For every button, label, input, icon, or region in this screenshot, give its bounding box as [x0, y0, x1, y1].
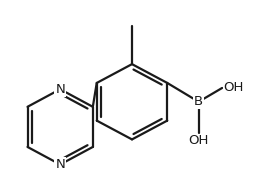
- Text: N: N: [55, 83, 65, 96]
- Text: B: B: [194, 95, 203, 108]
- Text: OH: OH: [188, 134, 209, 147]
- Text: OH: OH: [223, 82, 244, 95]
- Text: N: N: [55, 158, 65, 171]
